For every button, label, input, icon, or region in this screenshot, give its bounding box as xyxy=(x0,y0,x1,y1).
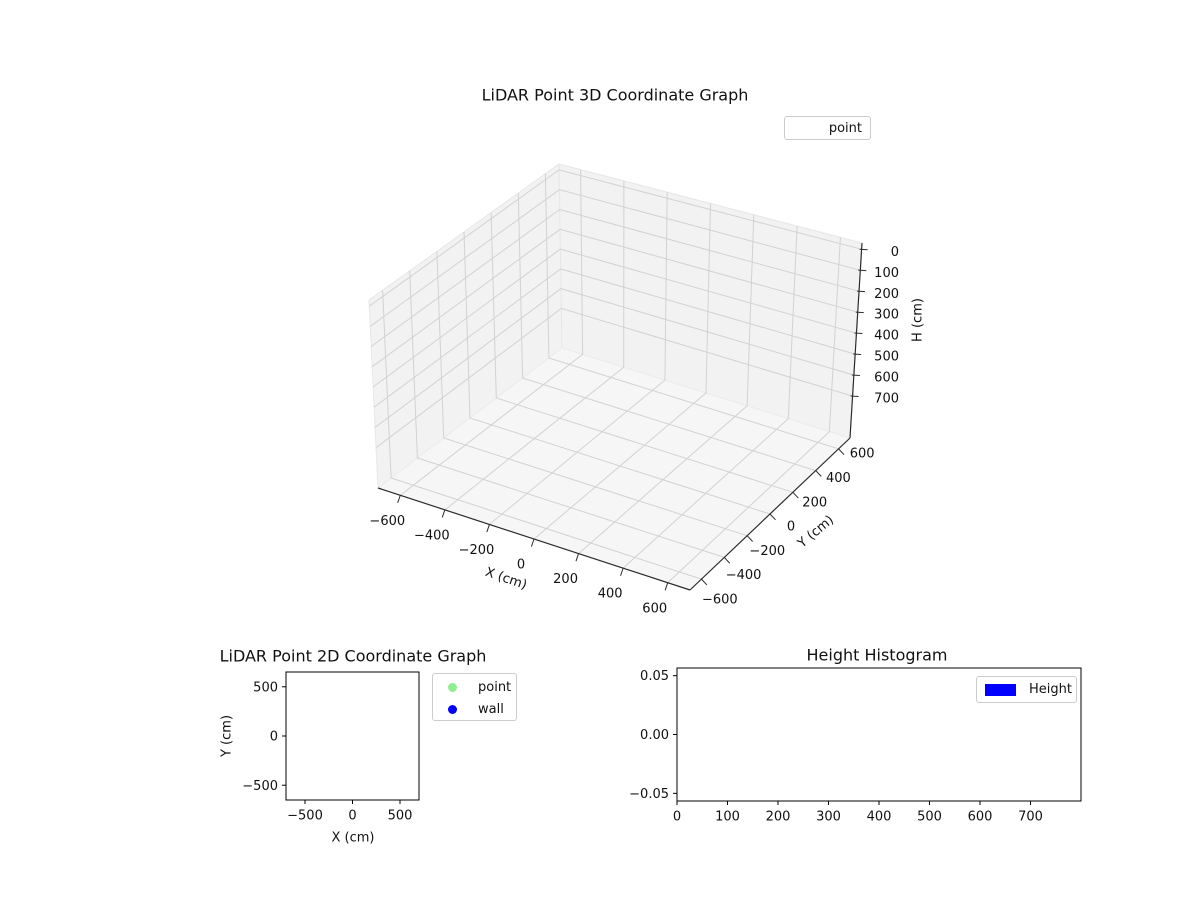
hist-axes-x-tick-label: 600 xyxy=(968,810,993,825)
plot3d-y-tick-label: 400 xyxy=(826,471,851,486)
hist-axes-y-tick-label: −0.05 xyxy=(629,787,669,802)
hist-axes-x-tick-label: 300 xyxy=(816,810,841,825)
plot2d-legend-label-wall: wall xyxy=(478,701,504,717)
hist-axes-x-tick-label: 500 xyxy=(917,810,942,825)
plot3d-z-tick-label: 300 xyxy=(874,308,899,323)
plot2d-legend-item-wall: wall xyxy=(433,698,516,720)
hist-axes-y-tick-label: 0.05 xyxy=(640,669,669,684)
plot2d-legend-item-point: point xyxy=(433,676,516,698)
plot3d-z-tick-label: 0 xyxy=(891,245,899,260)
plot3d-y-tick-label: −600 xyxy=(702,592,738,607)
plot2d-xaxis-label: X (cm) xyxy=(331,830,375,846)
plot3d-z-tick-label: 600 xyxy=(874,371,899,386)
hist-axes-x-tick-label: 200 xyxy=(766,810,791,825)
plot3d-y-tick-label: −200 xyxy=(749,544,785,559)
plot3d-y-tick-label: −400 xyxy=(726,568,762,583)
plot2d-legend-label-point: point xyxy=(478,679,512,695)
plot3d-x-tick-label: −400 xyxy=(414,528,450,543)
plot3d-legend-label-point: point xyxy=(828,121,862,136)
plot2d-legend: point wall xyxy=(432,673,517,721)
hist-title: Height Histogram xyxy=(806,645,948,665)
plot2d-axes-y-tick-label: 0 xyxy=(270,730,278,745)
wall-marker-icon xyxy=(448,704,457,714)
plot3d-x-tick-label: 200 xyxy=(553,572,578,587)
hist-axes-x-tick-label: 700 xyxy=(1018,810,1043,825)
plot3d-x-tick-label: 600 xyxy=(642,601,667,616)
plot3d-z-tick-label: 500 xyxy=(874,350,899,365)
plot2d-axes-x-tick-label: 500 xyxy=(388,809,413,824)
plot3d-z-tick-label: 400 xyxy=(874,329,899,344)
plot3d-z-tick-label: 100 xyxy=(874,266,899,281)
plot2d-axes-x-tick-label: 0 xyxy=(348,809,356,824)
plot2d-axes-y-tick-label: 500 xyxy=(253,680,278,695)
plot3d-zaxis-label: H (cm) xyxy=(910,298,926,342)
plot2d-yaxis-label: Y (cm) xyxy=(219,714,235,758)
hist-axes-y-tick-label: 0.00 xyxy=(640,728,669,743)
plot2d-axes: −500 0 500 500 0 −500 xyxy=(242,671,420,824)
hist-axes-x-tick-label: 0 xyxy=(673,810,681,825)
plot3d-z-tick-label: 700 xyxy=(874,392,899,407)
plot2d-axes-x-tick-label: −500 xyxy=(287,809,323,824)
hist-axes-x-tick-label: 100 xyxy=(715,810,740,825)
plot3d-title: LiDAR Point 3D Coordinate Graph xyxy=(481,85,749,105)
hist-legend-label-height: Height xyxy=(1029,682,1072,697)
plot3d-x-tick-label: 400 xyxy=(598,587,623,602)
plot3d-x-tick-label: 0 xyxy=(517,558,525,573)
plot3d-y-tick-label: 0 xyxy=(787,520,795,535)
hist-axes-x-tick-label: 400 xyxy=(867,810,892,825)
plot3d-grid xyxy=(369,169,862,584)
hist-axes: 0 100 200 300 400 500 600 700 0.05 0.00 −0.05 xyxy=(629,667,1082,825)
plot2d-title: LiDAR Point 2D Coordinate Graph xyxy=(219,646,487,666)
plot3d-legend: point xyxy=(784,116,871,140)
plot3d-y-tick-label: 200 xyxy=(802,495,827,510)
plot3d-x-tick-label: −200 xyxy=(459,543,495,558)
plot3d-ticks xyxy=(397,248,868,591)
plot3d-y-tick-label: 600 xyxy=(850,447,875,462)
point-marker-icon xyxy=(448,682,457,692)
plot3d-x-tick-label: −600 xyxy=(369,514,405,529)
plot3d-z-tick-label: 200 xyxy=(874,287,899,302)
height-swatch-icon xyxy=(985,683,1016,696)
plot2d-axes-y-tick-label: −500 xyxy=(242,779,278,794)
plot3d-tick-labels: −600−400−2000200400600−600−400−200020040… xyxy=(369,245,899,616)
hist-legend: Height xyxy=(976,676,1077,703)
plot3d-panes xyxy=(368,163,863,591)
